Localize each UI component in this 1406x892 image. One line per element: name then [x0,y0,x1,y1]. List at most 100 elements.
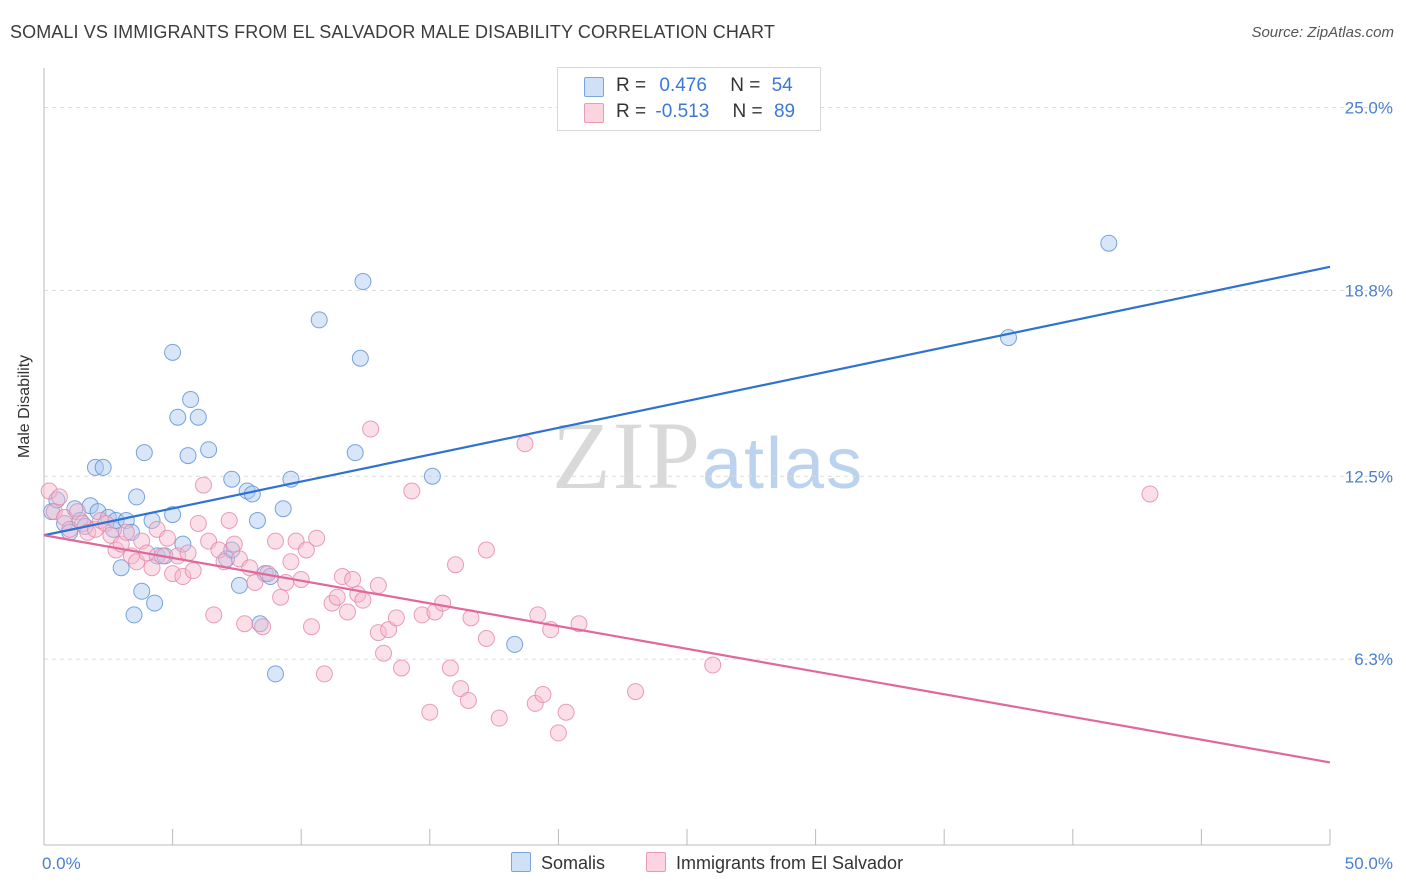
somalis-point [274,500,292,518]
el-salvador-point [297,541,315,559]
watermark-atlas: atlas [702,424,865,504]
el-salvador-point [254,618,272,636]
el-salvador-point [338,603,356,621]
y-tick-label: 6.3% [1354,650,1393,669]
el-salvador-point [441,659,459,677]
correlation-legend: R = 0.476 N = 54 R = -0.513 N = 89 [557,67,821,131]
somalis-point [506,635,524,653]
legend-n-value: 54 [771,75,793,96]
somalis-point [133,582,151,600]
el-salvador-point [220,512,238,529]
el-salvador-point [490,709,508,727]
legend-n-label: N = [732,101,763,122]
el-salvador-point [477,541,495,559]
somalis-point [251,615,269,633]
el-salvador-point [369,624,387,642]
el-salvador-point [333,568,351,586]
el-salvador-point [375,644,393,662]
bottom-legend-el-salvador: Immigrants from El Salvador [646,852,903,874]
el-salvador-point [236,615,254,633]
el-salvador-point [189,514,207,532]
el-salvador-point [387,609,405,627]
el-salvador-point [272,588,290,606]
el-salvador-point [549,724,567,742]
el-salvador-point [205,606,223,624]
somalis-point [128,488,146,506]
legend-r-value: 0.476 [659,75,707,96]
el-salvador-point [174,568,192,586]
bottom-legend-label-el-salvador: Immigrants from El Salvador [676,853,904,873]
el-salvador-point [194,476,212,494]
somalis-point [310,311,328,329]
el-salvador-point [328,588,346,606]
el-salvador-point [362,420,380,438]
somalis-point [182,391,200,409]
legend-r-value: -0.513 [655,101,710,122]
el-salvador-point [516,435,534,453]
watermark-zip: ZIP [552,402,702,509]
somalis-trend-line [43,265,1331,537]
el-salvador-point [117,523,135,541]
el-salvador-point [302,618,320,636]
bottom-legend-swatch-somalis [511,852,531,872]
somalis-point [189,408,207,426]
el-salvador-trend-line [43,534,1331,764]
legend-swatch-el-salvador [584,103,604,123]
x-tick-label: 50.0% [1345,854,1393,873]
legend-n-label: N = [730,75,761,96]
el-salvador-point [158,529,176,547]
el-salvador-point [50,488,68,506]
x-tick-label: 0.0% [42,854,81,873]
y-tick-label: 12.5% [1345,467,1393,486]
el-salvador-point [452,680,470,698]
somalis-point [423,467,441,485]
el-salvador-point [393,659,411,677]
el-salvador-point [282,553,300,571]
legend-r-label: R = [616,75,647,96]
somalis-point [135,444,153,462]
somalis-point [230,576,248,594]
somalis-point [223,470,241,488]
el-salvador-point [266,532,284,550]
el-salvador-point [344,571,362,588]
chart-title: SOMALI VS IMMIGRANTS FROM EL SALVADOR MA… [10,22,775,42]
source-label: Source: ZipAtlas.com [1251,24,1394,41]
el-salvador-point [434,594,452,612]
el-salvador-point [143,559,161,577]
y-tick-label: 25.0% [1345,99,1393,118]
el-salvador-point [627,683,645,701]
somalis-point [179,447,197,465]
el-salvador-point [1141,485,1159,503]
el-salvador-point [40,482,58,500]
somalis-point [200,441,218,459]
somalis-point [112,559,130,577]
somalis-point [248,512,266,529]
el-salvador-point [315,665,333,683]
el-salvador-point [704,656,722,674]
legend-swatch-somalis [584,77,604,97]
somalis-point [1100,234,1118,252]
bottom-legend-swatch-el-salvador [646,852,666,872]
somalis-point [125,606,143,624]
somalis-point [266,665,284,683]
el-salvador-point [184,562,202,580]
el-salvador-point [164,565,182,583]
legend-r-label: R = [616,101,647,122]
bottom-legend-label-somalis: Somalis [541,853,606,873]
bottom-legend-somalis: Somalis [511,852,605,874]
el-salvador-point [413,606,431,624]
el-salvador-point [225,535,243,553]
el-salvador-point [403,482,421,500]
el-salvador-point [308,529,326,547]
el-salvador-point [380,621,398,639]
el-salvador-point [421,703,439,721]
somalis-point [169,408,187,426]
el-salvador-point [557,703,575,721]
el-salvador-point [354,591,372,609]
el-salvador-point [447,556,465,574]
somalis-point [354,273,372,291]
y-tick-label: 18.8% [1345,281,1393,300]
somalis-point [94,458,112,476]
el-salvador-point [534,686,552,704]
